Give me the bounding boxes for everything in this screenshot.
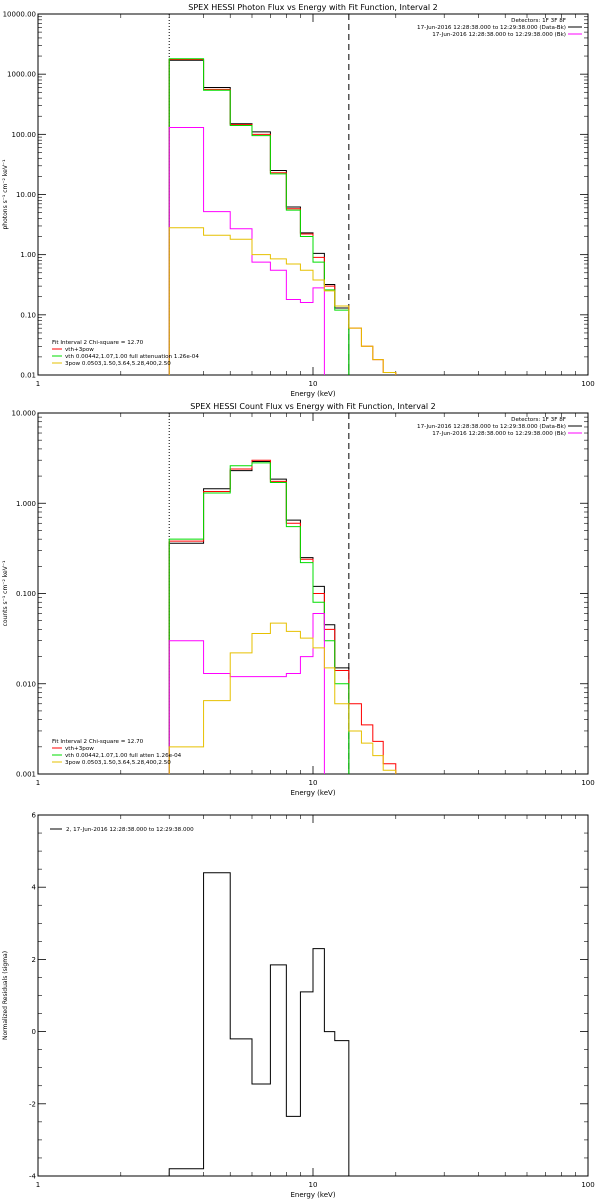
y-tick-label: 4 bbox=[32, 884, 37, 892]
y-tick-label: 0.10 bbox=[20, 311, 36, 319]
legend-fit-text: vth 0.00442,1.07,1.00 full atten 1.26e-0… bbox=[65, 753, 182, 759]
y-tick-label: 10.00 bbox=[16, 191, 36, 199]
series-line-3 bbox=[168, 613, 325, 774]
chart-title: SPEX HESSI Count Flux vs Energy with Fit… bbox=[190, 402, 435, 411]
y-tick-label: 0.01 bbox=[20, 372, 36, 380]
legend-fit-text: vth 0.00442,1.07,1.00 full attenuation 1… bbox=[65, 354, 199, 360]
y-axis-label: Normalized Residuals (sigma) bbox=[2, 951, 9, 1040]
y-tick-label: 10000.00 bbox=[3, 11, 36, 19]
x-axis-label: Energy (keV) bbox=[290, 789, 335, 797]
y-tick-label: 1.000 bbox=[16, 500, 36, 508]
y-tick-label: 6 bbox=[32, 812, 37, 820]
legend-top-text: Detectors: 1F 3F 8F bbox=[511, 417, 566, 423]
series-line-2 bbox=[168, 58, 350, 375]
plot-frame bbox=[37, 814, 589, 1177]
y-tick-label: 1.00 bbox=[20, 251, 36, 259]
series-line-0 bbox=[168, 461, 350, 774]
legend-top-text: 17-Jun-2016 12:28:38.000 to 12:29:38.000… bbox=[417, 25, 566, 31]
legend-fit-text: vth+3pow bbox=[65, 746, 94, 752]
legend-fit-text: Fit Interval 2 Chi-square = 12.70 bbox=[52, 340, 144, 346]
x-tick-label: 10 bbox=[309, 380, 318, 388]
x-tick-label: 10 bbox=[309, 779, 318, 787]
y-tick-label: -2 bbox=[29, 1100, 36, 1108]
y-tick-label: 2 bbox=[32, 956, 36, 964]
legend-top-text: 17-Jun-2016 12:28:38.000 to 12:29:38.000… bbox=[432, 431, 566, 437]
chart-title: SPEX HESSI Photon Flux vs Energy with Fi… bbox=[188, 3, 438, 12]
x-axis-label: Energy (keV) bbox=[290, 1191, 335, 1199]
x-tick-label: 100 bbox=[581, 1181, 594, 1189]
legend-top-text: 17-Jun-2016 12:28:38.000 to 12:29:38.000… bbox=[417, 424, 566, 430]
y-axis-label: counts s⁻¹ cm⁻² keV⁻¹ bbox=[2, 560, 9, 626]
legend-fit-text: 3pow 0.0503,1.50,3.64,5.28,400,2.50 bbox=[65, 760, 171, 766]
legend-fit-text: Fit Interval 2 Chi-square = 12.70 bbox=[52, 739, 144, 745]
y-tick-label: 10.000 bbox=[12, 410, 37, 418]
x-tick-label: 10 bbox=[309, 1181, 318, 1189]
x-tick-label: 1 bbox=[36, 380, 40, 388]
series-line-4 bbox=[168, 227, 397, 375]
x-tick-label: 100 bbox=[581, 380, 594, 388]
series-line-3 bbox=[168, 126, 325, 375]
y-tick-label: 0.010 bbox=[16, 680, 36, 688]
y-tick-label: 100.00 bbox=[12, 131, 37, 139]
legend-top-text: 17-Jun-2016 12:28:38.000 to 12:29:38.000… bbox=[432, 32, 566, 38]
x-tick-label: 100 bbox=[581, 779, 594, 787]
y-tick-label: 0.100 bbox=[16, 590, 36, 598]
x-tick-label: 1 bbox=[36, 779, 40, 787]
y-tick-label: 0 bbox=[32, 1028, 36, 1036]
series-line-0 bbox=[168, 872, 350, 1176]
y-tick-label: -4 bbox=[29, 1173, 37, 1181]
series-line-4 bbox=[168, 622, 397, 774]
plot-frame bbox=[37, 13, 589, 376]
y-axis-label: photons s⁻¹ cm⁻² keV⁻¹ bbox=[2, 159, 9, 230]
series-line-0 bbox=[168, 59, 350, 375]
x-tick-label: 1 bbox=[36, 1181, 40, 1189]
y-tick-label: 1000.00 bbox=[7, 71, 36, 79]
legend-fit-text: 3pow 0.0503,1.50,3.64,5.28,400,2.50 bbox=[65, 361, 171, 367]
legend-fit-text: vth+3pow bbox=[65, 347, 94, 353]
y-tick-label: 0.001 bbox=[16, 771, 36, 779]
series-line-2 bbox=[168, 462, 350, 774]
x-axis-label: Energy (keV) bbox=[290, 390, 335, 398]
legend-top-text: Detectors: 1F 3F 8F bbox=[511, 18, 566, 24]
legend-top-text: 2, 17-Jun-2016 12:28:38.000 to 12:29:38.… bbox=[66, 827, 194, 833]
